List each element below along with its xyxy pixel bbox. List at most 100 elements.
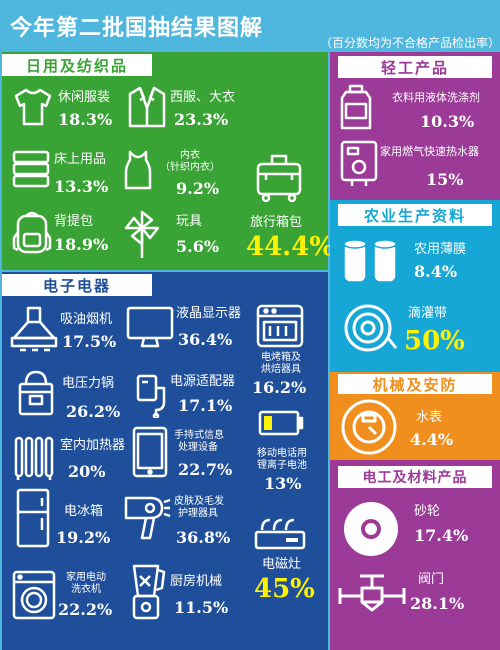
detergent-label: 衣料用液体洗涤剂	[392, 91, 480, 104]
valve-label: 阀门	[418, 572, 445, 587]
casual-clothing-label: 休闲服装	[58, 90, 111, 105]
tablet-icon	[132, 426, 168, 478]
ag-film-label: 农用薄膜	[414, 242, 467, 257]
tank-top-icon	[122, 150, 154, 190]
page-title: 今年第二批国抽结果图解	[10, 16, 264, 41]
phone-battery-value: 13%	[264, 474, 302, 493]
handheld-device-value: 22.7%	[178, 460, 233, 479]
luggage-label: 旅行箱包	[250, 215, 303, 230]
bedding-label: 床上用品	[54, 152, 107, 167]
grinding-wheel-label: 砂轮	[414, 504, 441, 519]
suitcase-icon	[254, 150, 304, 206]
film-rolls-icon	[340, 236, 402, 286]
agriculture-panel: 农业生产资料 农用薄膜 8.4% 滴灌带 50%	[330, 200, 500, 372]
induction-cooker-label: 电磁灶	[262, 557, 302, 572]
luggage-value: 44.4%	[246, 232, 335, 262]
backpack-label: 背提包	[54, 214, 94, 229]
agriculture-header: 农业生产资料	[338, 204, 492, 226]
pressure-cooker-value: 26.2%	[66, 402, 121, 421]
hair-care-label-2: 护理器具	[178, 508, 218, 519]
oven-value: 16.2%	[252, 378, 307, 397]
backpack-value: 18.9%	[54, 235, 109, 254]
monitor-value: 36.4%	[178, 330, 233, 349]
kitchen-machine-value: 11.5%	[174, 598, 229, 617]
folded-bedding-icon	[10, 148, 52, 190]
handheld-device-label: 手持式信息	[174, 430, 224, 441]
ag-film-value: 8.4%	[414, 262, 458, 281]
power-adapter-label: 电源适配器	[170, 374, 236, 389]
title-note: （百分数均为不合格产品检出率）	[320, 36, 500, 50]
daily-textile-panel: 日用及纺织品 休闲服装 18.3% 西服、大衣 23.3% 床上用品 13.3%…	[2, 52, 334, 270]
pinwheel-icon	[120, 208, 164, 260]
casual-clothing-value: 18.3%	[58, 110, 113, 129]
range-hood-icon	[10, 306, 58, 352]
refrigerator-label: 电冰箱	[64, 504, 104, 519]
induction-cooker-icon	[254, 516, 306, 552]
oven-icon	[256, 304, 304, 348]
indoor-heater-label: 室内加热器	[60, 438, 126, 453]
daily-textile-header: 日用及纺织品	[2, 54, 152, 76]
valve-value: 28.1%	[410, 594, 465, 613]
backpack-icon	[12, 208, 52, 258]
gas-heater-value: 15%	[426, 170, 464, 189]
water-meter-value: 4.4%	[410, 430, 454, 449]
suit-coat-value: 23.3%	[174, 110, 229, 129]
oven-label: 电烤箱及	[261, 352, 301, 363]
underwear-label: 内衣	[180, 150, 200, 161]
hair-care-label: 皮肤及毛发	[174, 496, 224, 507]
toys-label: 玩具	[176, 214, 203, 229]
grinding-wheel-icon	[342, 500, 400, 558]
range-hood-value: 17.5%	[62, 332, 117, 351]
oven-label-2: 烘焙器具	[261, 364, 301, 375]
monitor-label: 液晶显示器	[176, 306, 242, 321]
washing-machine-label-2: 洗衣机	[71, 584, 101, 595]
power-adapter-value: 17.1%	[178, 396, 233, 415]
phone-battery-label: 移动电话用	[257, 448, 307, 459]
refrigerator-value: 19.2%	[56, 528, 111, 547]
valve-icon	[336, 570, 408, 616]
bedding-value: 13.3%	[54, 177, 109, 196]
water-meter-icon	[338, 396, 400, 458]
pressure-cooker-label: 电压力锅	[62, 376, 115, 391]
drip-tape-label: 滴灌带	[408, 306, 448, 321]
grinding-wheel-value: 17.4%	[414, 526, 469, 545]
machinery-header: 机械及安防	[338, 374, 492, 394]
kitchen-machine-label: 厨房机械	[170, 574, 223, 589]
power-adapter-icon	[134, 372, 174, 418]
blender-icon	[126, 562, 166, 624]
detergent-bottle-icon	[338, 84, 374, 132]
electrical-materials-panel: 电工及材料产品 砂轮 17.4% 阀门 28.1%	[330, 460, 500, 650]
electronics-panel: 电子电器 吸油烟机 17.5% 液晶显示器 36.4% 电烤箱及 烘焙器具 16…	[2, 272, 328, 650]
toys-value: 5.6%	[176, 237, 220, 256]
light-industry-header: 轻工产品	[338, 56, 492, 78]
washing-machine-value: 22.2%	[58, 600, 113, 619]
electrical-materials-header: 电工及材料产品	[338, 466, 492, 488]
suit-coat-label: 西服、大衣	[170, 90, 236, 105]
induction-cooker-value: 45%	[254, 574, 315, 604]
light-industry-panel: 轻工产品 衣料用液体洗涤剂 10.3% 家用燃气快速热水器 15%	[330, 52, 500, 200]
pressure-cooker-icon	[16, 370, 56, 418]
suit-jacket-icon	[126, 84, 168, 130]
detergent-value: 10.3%	[420, 112, 475, 131]
monitor-icon	[126, 306, 174, 350]
radiator-heater-icon	[12, 434, 58, 482]
water-heater-icon	[340, 140, 378, 190]
machinery-panel: 机械及安防 水表 4.4%	[330, 372, 500, 460]
t-shirt-icon	[12, 86, 54, 128]
gas-heater-label: 家用燃气快速热水器	[380, 145, 479, 158]
hose-reel-icon	[340, 302, 400, 356]
phone-battery-label-2: 锂离子电池	[257, 460, 307, 471]
water-meter-label: 水表	[416, 410, 443, 425]
washing-machine-label: 家用电动	[66, 572, 106, 583]
underwear-value: 9.2%	[176, 179, 220, 198]
range-hood-label: 吸油烟机	[60, 312, 113, 327]
washing-machine-icon	[12, 570, 56, 620]
hair-dryer-icon	[122, 492, 172, 544]
refrigerator-icon	[16, 488, 50, 550]
drip-tape-value: 50%	[404, 326, 465, 356]
hair-care-value: 36.8%	[176, 528, 231, 547]
battery-icon	[258, 408, 304, 438]
electronics-header: 电子电器	[2, 274, 152, 296]
indoor-heater-value: 20%	[68, 462, 106, 481]
underwear-label-2: （针织内衣）	[160, 162, 220, 173]
